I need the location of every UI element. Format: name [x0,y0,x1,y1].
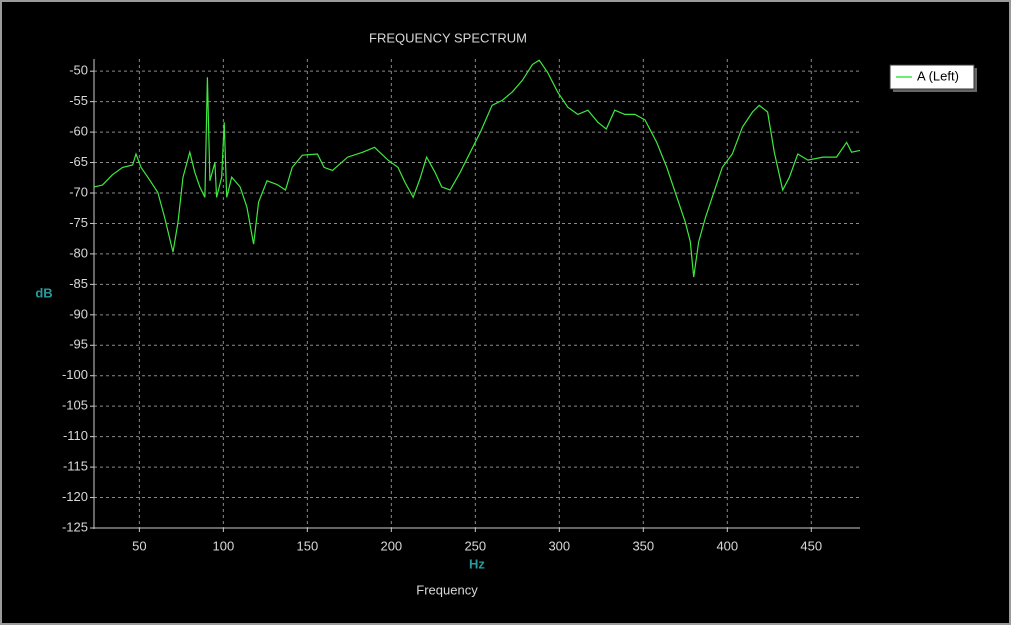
y-tick-label: -125 [62,519,88,534]
y-tick-label: -75 [69,215,88,230]
x-tick-label: 100 [212,538,234,553]
y-tick-label: -120 [62,489,88,504]
x-axis-unit: Hz [469,556,485,571]
x-tick-label: 400 [716,538,738,553]
y-axis-label: dB [35,285,52,300]
x-tick-label: 350 [632,538,654,553]
x-tick-label: 150 [296,538,318,553]
data-line [93,59,861,278]
y-tick-label: -65 [69,154,88,169]
y-tick-label: -110 [63,428,88,443]
y-tick-label: -95 [69,337,88,352]
x-tick-label: 300 [548,538,570,553]
y-tick-label: -60 [69,124,88,139]
x-tick-label: 450 [800,538,822,553]
y-tick-label: -70 [69,184,88,199]
chart-title: FREQUENCY SPECTRUM [369,30,527,45]
y-tick-label: -50 [69,63,88,78]
x-tick-label: 50 [132,538,146,553]
y-tick-label: -105 [62,398,88,413]
y-tick-label: -80 [69,245,88,260]
x-tick-label: 200 [380,538,402,553]
y-tick-label: -85 [69,276,88,291]
y-tick-label: -115 [63,459,88,474]
legend-box [889,64,975,90]
y-tick-label: -90 [69,306,88,321]
y-tick-label: -100 [62,367,88,382]
x-axis-label: Frequency [416,582,478,597]
y-tick-label: -55 [69,93,88,108]
legend-label: A (Left) [917,68,959,83]
x-tick-label: 250 [464,538,486,553]
